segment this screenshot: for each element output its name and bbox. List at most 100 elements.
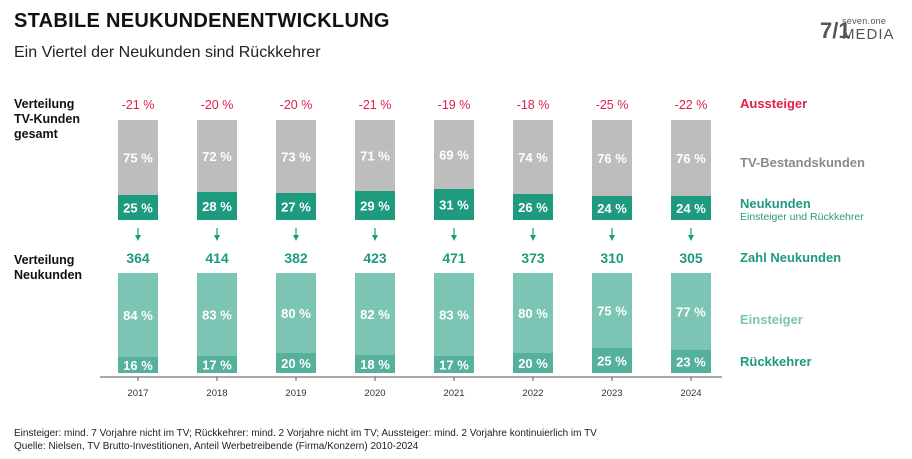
bestand-value-label: 76 %	[676, 151, 706, 166]
x-tick-label: 2021	[443, 388, 464, 399]
zahl-neukunden-label: 310	[600, 250, 624, 266]
rueckkehrer-value-label: 17 %	[439, 358, 469, 373]
x-tick-label: 2024	[680, 388, 701, 399]
legend-rueckkehrer: Rückkehrer	[740, 354, 812, 369]
rueckkehrer-value-label: 20 %	[518, 356, 548, 371]
bar-bestandskunden	[276, 120, 316, 193]
bar-einsteiger	[592, 273, 632, 348]
bar-bestandskunden	[592, 120, 632, 196]
legend-zahl-neukunden: Zahl Neukunden	[740, 250, 842, 265]
aussteiger-label: -21 %	[122, 98, 155, 112]
neukunden-value-label: 26 %	[518, 200, 548, 215]
footer-source: Quelle: Nielsen, TV Brutto-Investitionen…	[14, 441, 419, 452]
x-tick-label: 2022	[522, 388, 543, 399]
bar-rueckkehrer	[276, 353, 316, 373]
bar-bestandskunden	[434, 120, 474, 189]
legend-neukunden-sub: Einsteiger und Rückkehrer	[740, 211, 864, 223]
zahl-neukunden-label: 414	[205, 250, 229, 266]
einsteiger-value-label: 75 %	[597, 304, 627, 319]
einsteiger-value-label: 80 %	[281, 306, 311, 321]
x-tick-label: 2017	[127, 388, 148, 399]
arrow-head	[451, 235, 457, 241]
arrow-head	[609, 235, 615, 241]
bar-bestandskunden	[355, 120, 395, 191]
logo-top-text: seven.one	[842, 16, 887, 26]
einsteiger-value-label: 82 %	[360, 307, 390, 322]
arrow-head	[214, 235, 220, 241]
aussteiger-label: -21 %	[359, 98, 392, 112]
arrow-head	[293, 235, 299, 241]
einsteiger-value-label: 83 %	[202, 308, 232, 323]
bar-einsteiger	[276, 273, 316, 353]
bestand-value-label: 76 %	[597, 151, 627, 166]
bar-neukunden	[671, 196, 711, 220]
bestand-value-label: 71 %	[360, 149, 390, 164]
bar-neukunden	[276, 193, 316, 220]
bar-neukunden	[513, 194, 553, 220]
zahl-neukunden-label: 423	[363, 250, 387, 266]
label-line: Neukunden	[14, 268, 83, 282]
aussteiger-label: -20 %	[280, 98, 313, 112]
bar-rueckkehrer	[118, 357, 158, 373]
bestand-value-label: 73 %	[281, 150, 311, 165]
bar-einsteiger	[671, 273, 711, 350]
legend-neukunden: Neukunden	[740, 196, 811, 211]
x-tick-label: 2019	[285, 388, 306, 399]
bar-bestandskunden	[671, 120, 711, 196]
aussteiger-label: -22 %	[675, 98, 708, 112]
bestand-value-label: 75 %	[123, 151, 153, 166]
legend-aussteiger: Aussteiger	[740, 96, 808, 111]
zahl-neukunden-label: 382	[284, 250, 308, 266]
sevenone-media-logo: 7/1 seven.one MEDIA	[820, 14, 900, 44]
legend-bestandskunden: TV-Bestandskunden	[740, 155, 865, 170]
zahl-neukunden-label: 373	[521, 250, 545, 266]
bar-rueckkehrer	[355, 355, 395, 373]
neukunden-value-label: 27 %	[281, 200, 311, 215]
label-line: Verteilung	[14, 97, 75, 111]
x-tick-label: 2020	[364, 388, 385, 399]
bar-einsteiger	[355, 273, 395, 355]
zahl-neukunden-label: 305	[679, 250, 703, 266]
label-verteilung-tv-kunden: Verteilung TV-Kunden gesamt	[14, 97, 80, 142]
neukunden-value-label: 29 %	[360, 199, 390, 214]
chart-subtitle: Ein Viertel der Neukunden sind Rückkehre…	[14, 44, 321, 61]
bar-neukunden	[118, 195, 158, 220]
logo-bottom-text: MEDIA	[842, 26, 895, 43]
aussteiger-label: -18 %	[517, 98, 550, 112]
rueckkehrer-value-label: 20 %	[281, 356, 311, 371]
neukunden-value-label: 25 %	[123, 201, 153, 216]
einsteiger-value-label: 77 %	[676, 305, 706, 320]
bar-rueckkehrer	[197, 356, 237, 373]
bar-bestandskunden	[118, 120, 158, 195]
legend-einsteiger: Einsteiger	[740, 312, 803, 327]
bar-rueckkehrer	[434, 356, 474, 373]
bar-rueckkehrer	[513, 353, 553, 373]
label-line: Verteilung	[14, 253, 75, 267]
arrow-head	[530, 235, 536, 241]
einsteiger-value-label: 80 %	[518, 306, 548, 321]
einsteiger-value-label: 84 %	[123, 308, 153, 323]
bar-neukunden	[355, 191, 395, 220]
bar-bestandskunden	[513, 120, 553, 194]
bar-einsteiger	[197, 273, 237, 356]
zahl-neukunden-label: 471	[442, 250, 466, 266]
neukunden-value-label: 28 %	[202, 199, 232, 214]
bar-einsteiger	[118, 273, 158, 357]
bestand-value-label: 69 %	[439, 148, 469, 163]
bar-rueckkehrer	[671, 350, 711, 373]
bar-bestandskunden	[197, 120, 237, 192]
label-line: TV-Kunden	[14, 112, 80, 126]
rueckkehrer-value-label: 18 %	[360, 357, 390, 372]
neukunden-value-label: 24 %	[597, 201, 627, 216]
label-line: gesamt	[14, 127, 58, 141]
bar-einsteiger	[513, 273, 553, 353]
arrow-head	[135, 235, 141, 241]
rueckkehrer-value-label: 17 %	[202, 358, 232, 373]
aussteiger-label: -19 %	[438, 98, 471, 112]
bar-neukunden	[592, 196, 632, 220]
bestand-value-label: 72 %	[202, 149, 232, 164]
rueckkehrer-value-label: 16 %	[123, 358, 153, 373]
aussteiger-label: -20 %	[201, 98, 234, 112]
arrow-head	[688, 235, 694, 241]
